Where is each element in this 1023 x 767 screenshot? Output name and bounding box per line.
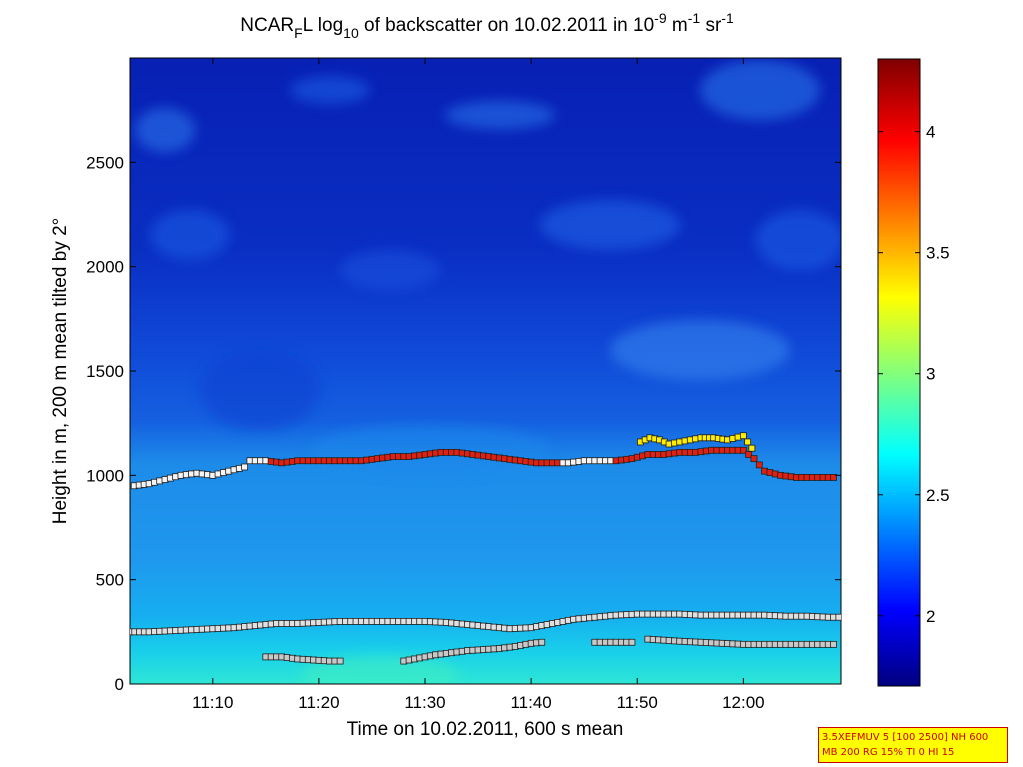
data-marker <box>835 613 841 621</box>
colorbar: 2 2.5 3 3.5 4 <box>877 58 950 687</box>
colorbar-tick-label: 4 <box>926 123 935 142</box>
colorbar-tick-label: 3.5 <box>926 244 950 263</box>
data-marker <box>830 640 837 648</box>
colorbar-tick-label: 2 <box>926 607 935 626</box>
heatmap-patch <box>135 108 195 152</box>
marker-layer-lower-segment-a <box>262 653 344 665</box>
y-axis-label: Height in m, 200 m mean tilted by 2° <box>50 218 71 524</box>
data-marker <box>241 463 249 471</box>
y-axis: 0 500 1000 1500 2000 2500 <box>86 153 841 694</box>
heatmap-patch <box>290 76 370 104</box>
x-tick-label: 11:50 <box>617 693 658 712</box>
y-tick-label: 0 <box>115 675 124 694</box>
data-marker <box>744 438 752 446</box>
data-marker <box>739 432 747 440</box>
data-marker <box>538 638 546 646</box>
x-tick-label: 11:10 <box>192 693 233 712</box>
data-marker <box>628 638 636 646</box>
y-tick-label: 1500 <box>86 362 124 381</box>
data-marker <box>739 446 747 454</box>
colorbar-gradient <box>877 58 921 687</box>
settings-info-box: 3.5XEFMUV 5 [100 2500] NH 600 MB 200 RG … <box>818 727 1008 763</box>
info-line-2: MB 200 RG 15% TI 0 HI 15 <box>822 747 955 758</box>
data-marker <box>830 474 837 481</box>
heatmap-patch <box>755 210 841 270</box>
y-tick-label: 500 <box>96 571 124 590</box>
marker-layer-upper-points <box>637 432 756 452</box>
heatmap-patch <box>150 210 230 260</box>
x-tick-label: 11:40 <box>510 693 551 712</box>
marker-layer-lower-segment-d <box>644 635 837 648</box>
y-tick-label: 1000 <box>86 466 124 485</box>
heatmap-patch <box>310 425 550 475</box>
data-marker <box>755 461 763 469</box>
x-tick-label: 11:20 <box>298 693 339 712</box>
colorbar-tick-label: 2.5 <box>926 486 950 505</box>
data-marker <box>750 455 758 463</box>
chart-title: NCARFL log10 of backscatter on 10.02.201… <box>240 10 734 41</box>
x-axis-label: Time on 10.02.2011, 600 s mean <box>347 719 624 740</box>
marker-layer-lower-segment-b <box>400 638 546 665</box>
heatmap-patch <box>610 320 790 380</box>
marker-layer-boundary <box>130 446 837 490</box>
info-line-1: 3.5XEFMUV 5 [100 2500] NH 600 <box>822 732 989 743</box>
plot-area: 11:10 11:20 11:30 11:40 11:50 12:00 0 500 1000 1… <box>86 57 842 712</box>
x-tick-label: 12:00 <box>722 693 765 712</box>
heatmap-patch <box>540 200 680 250</box>
colorbar-ticks: 2 2.5 3 3.5 4 <box>878 123 950 626</box>
marker-layers <box>130 432 841 665</box>
marker-layer-lower-segment-c <box>591 638 636 646</box>
heatmap-patch <box>340 250 440 290</box>
data-marker <box>336 657 344 665</box>
heatmap-patch <box>445 101 555 129</box>
heatmap-patch <box>200 350 320 430</box>
y-tick-label: 2500 <box>86 153 124 172</box>
y-tick-label: 2000 <box>86 258 124 277</box>
x-tick-label: 11:30 <box>404 693 445 712</box>
x-axis: 11:10 11:20 11:30 11:40 11:50 12:00 <box>192 58 765 712</box>
data-marker <box>748 444 756 452</box>
marker-layer-surface-layer <box>130 610 841 636</box>
colorbar-tick-label: 3 <box>926 365 935 384</box>
heatmap-patch <box>700 60 820 120</box>
